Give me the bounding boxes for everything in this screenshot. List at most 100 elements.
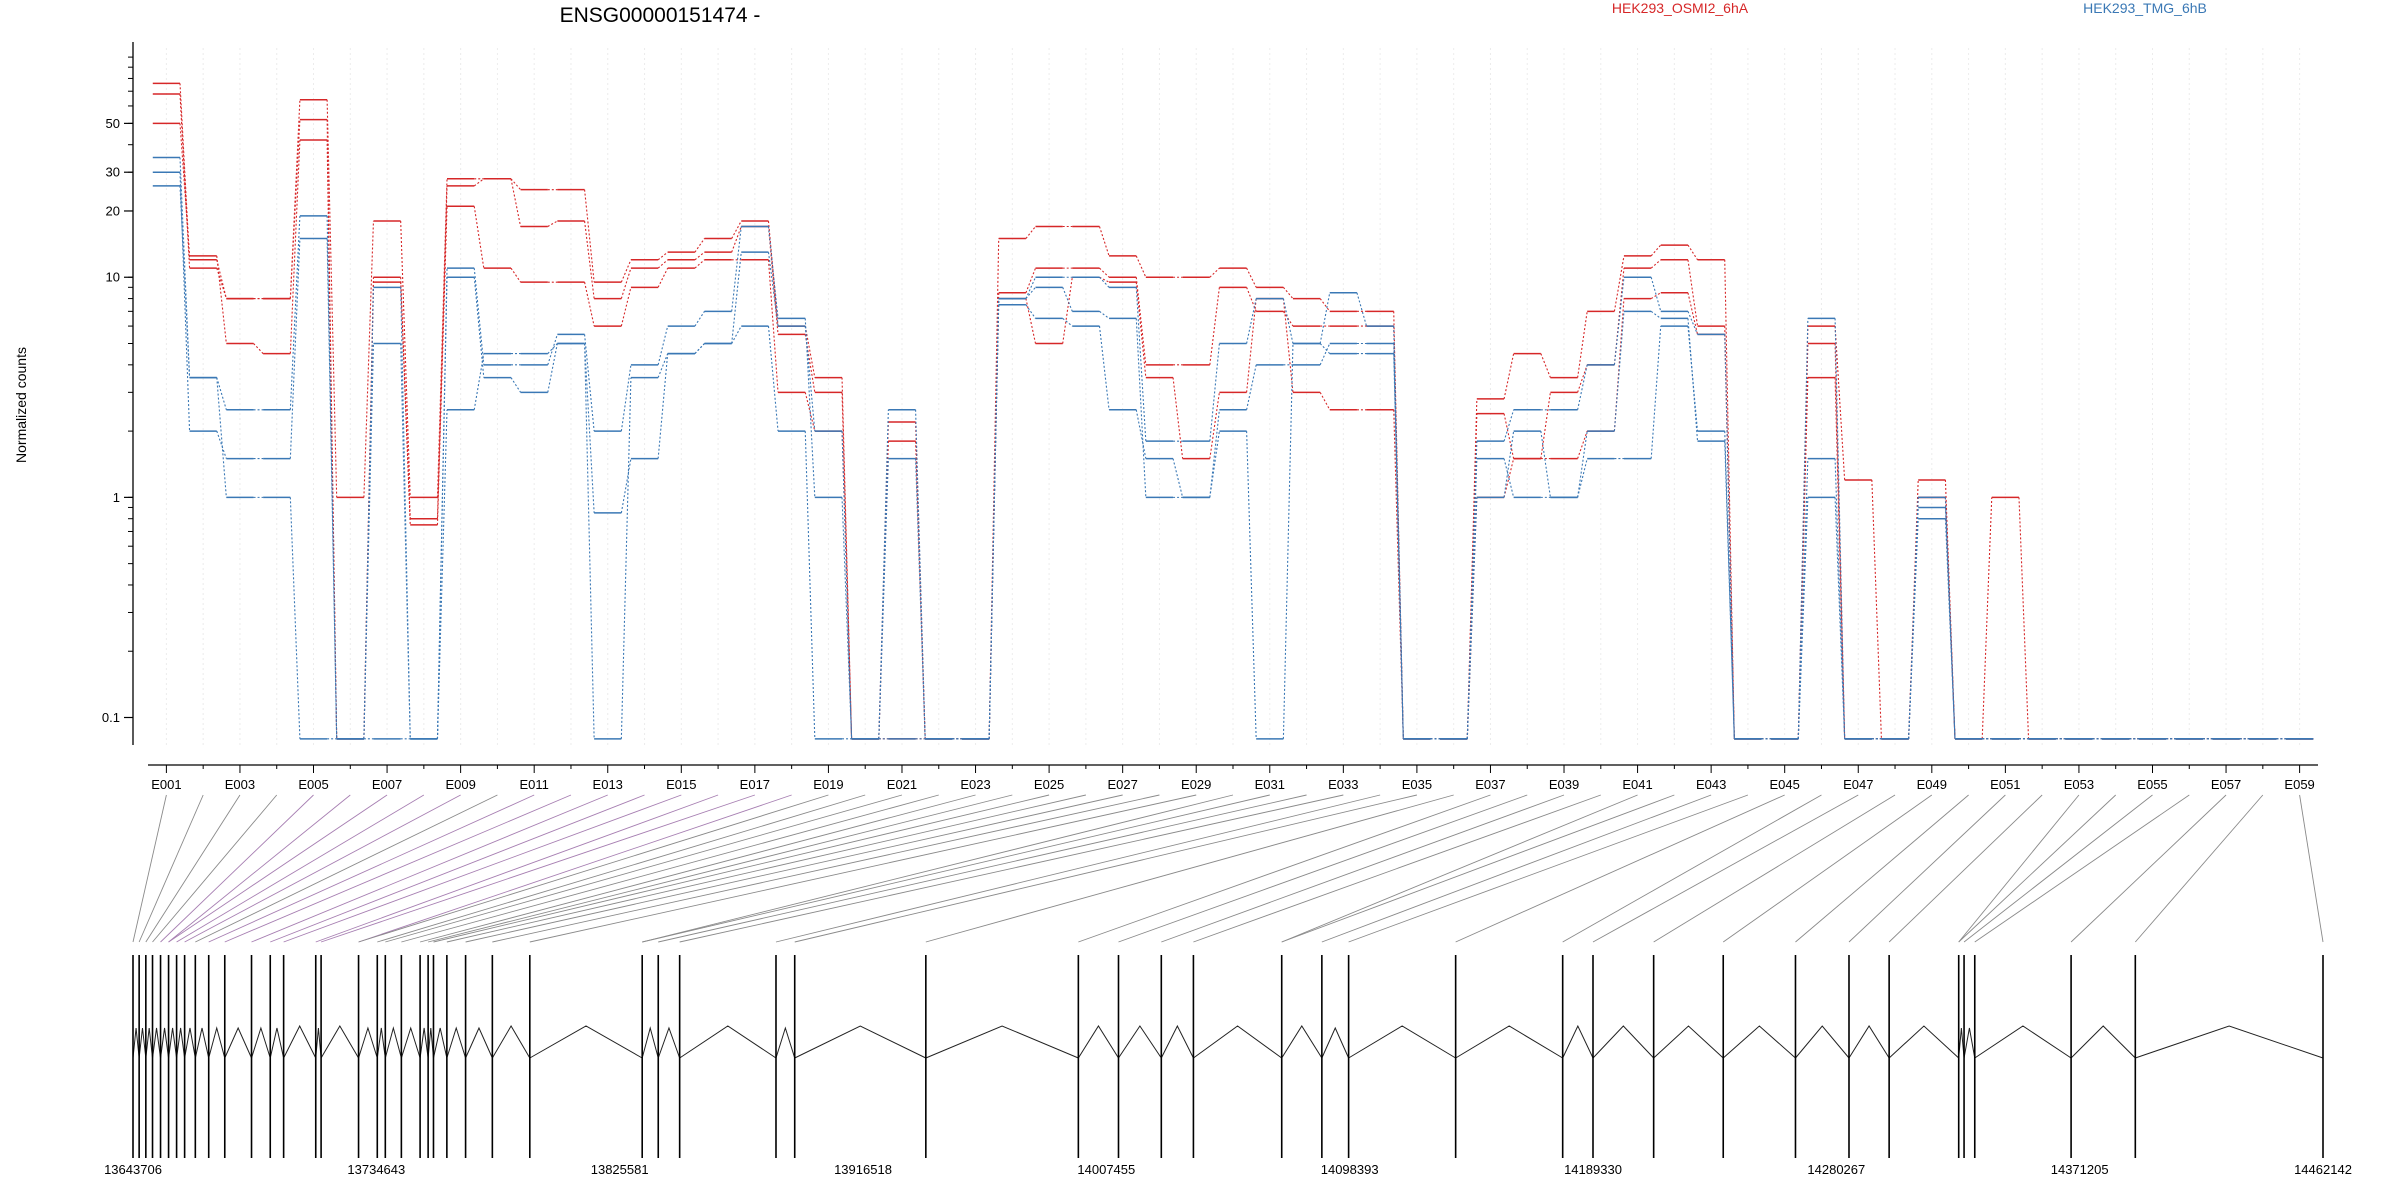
series-0-connector [1503,353,1515,400]
series-1-connector [510,178,522,227]
series-0-connector [694,238,705,253]
series-0-connector [804,325,816,378]
exon-connector [794,794,1418,943]
series-4-connector [363,343,375,739]
series-2-connector [1687,292,1699,335]
series-0-connector [1834,326,1846,480]
exon-connector [658,794,1307,943]
series-layer [152,82,2314,740]
gene-model [132,955,2324,1158]
legend-entry-tmg: HEK293_TMG_6hB [2083,0,2207,16]
coordinate-tick-label: 14371205 [2051,1162,2109,1177]
exon-connector [270,794,645,943]
series-5-connector [1687,326,1699,432]
series-2-connector [510,267,522,283]
series-5-connector [1098,326,1110,410]
exon-connector [152,794,278,943]
intron-lines [132,1024,2324,1059]
series-5-connector [1503,431,1515,498]
exon-connector [1592,794,1859,943]
series-2-connector [1503,458,1515,498]
exon-connector [1161,794,1565,943]
series-4-connector [400,343,411,739]
series-2-connector [1797,377,1809,739]
exon-connector [1958,794,2117,943]
series-2-connector [253,343,264,354]
series-5-connector [216,377,227,498]
series-4-connector [1503,458,1515,498]
exon-connector [1118,794,1528,943]
series-2-connector [657,267,669,288]
series-3-connector [289,215,301,410]
series-4-connector [915,458,926,739]
exon-connector [1348,794,1749,943]
series-4-connector [1650,310,1662,319]
series-0-connector [2018,497,2030,739]
series-5-connector [1135,409,1147,459]
exon-tick-label: E003 [225,777,255,792]
series-0-connector [1025,226,1036,239]
exon-connector [925,794,1454,943]
series-1-connector [547,220,558,227]
series-2-connector [436,206,448,525]
exon-connector [1722,794,1933,943]
series-3-connector [179,157,191,378]
series-1-connector [1650,259,1662,269]
series-2-connector [400,282,411,525]
series-0-connector [620,259,632,283]
coordinate-tick-label: 14280267 [1807,1162,1865,1177]
series-3-connector [620,364,632,432]
exon-tick-label: E059 [2284,777,2314,792]
series-0-connector [1246,267,1257,288]
series-3-connector [1282,298,1294,344]
series-5-connector [436,409,448,739]
exon-connector [1974,794,2190,943]
exon-tick-label: E021 [887,777,917,792]
series-5-connector [1944,518,1956,739]
exon-connector [465,794,1123,943]
series-0-connector [1540,353,1551,378]
series-3-connector [1356,292,1368,327]
exon-connector [377,794,866,943]
series-5-connector [731,325,742,344]
series-2-connector [1577,430,1588,459]
exon-connector [642,794,1270,943]
series-3-connector [326,215,338,739]
series-0-connector [1577,311,1588,378]
series-0-connector [1282,286,1294,299]
exon-tick-label: E007 [372,777,402,792]
exon-connector [1193,794,1601,943]
series-3-connector [694,311,705,327]
series-2-connector [1650,292,1662,300]
series-2-connector [1172,377,1184,459]
series-5-connector [1172,458,1184,498]
series-3-connector [767,226,779,319]
exon-tick-label: E023 [960,777,990,792]
y-tick-label: 30 [106,165,120,180]
series-4-connector [510,377,522,393]
series-3-connector [878,409,889,739]
exon-connector [2070,794,2227,943]
exon-connector [184,794,461,943]
exon-connector [1281,794,1638,943]
series-5-connector [473,353,485,410]
exon-connector [224,794,572,943]
series-5-connector [1466,497,1478,739]
y-axis: 0.1 1 10 20 30 50 [102,42,134,745]
exon-connector [320,794,756,943]
series-0 [152,82,2314,740]
exon-tick-label: E033 [1328,777,1358,792]
chart-title: ENSG00000151474 - [560,4,761,27]
y-tick-label: 1 [113,490,120,505]
series-5-connector [289,497,301,739]
exon-connector [433,794,1050,943]
series-0-connector [510,178,521,191]
y-tick-label: 10 [106,270,120,285]
series-0-connector [1687,244,1698,261]
coordinate-tick-label: 13734643 [347,1162,405,1177]
exon-tick-label: E041 [1622,777,1652,792]
series-3-connector [1099,276,1110,288]
exon-tick-label: E027 [1107,777,1137,792]
y-tick-label: 20 [106,203,120,218]
